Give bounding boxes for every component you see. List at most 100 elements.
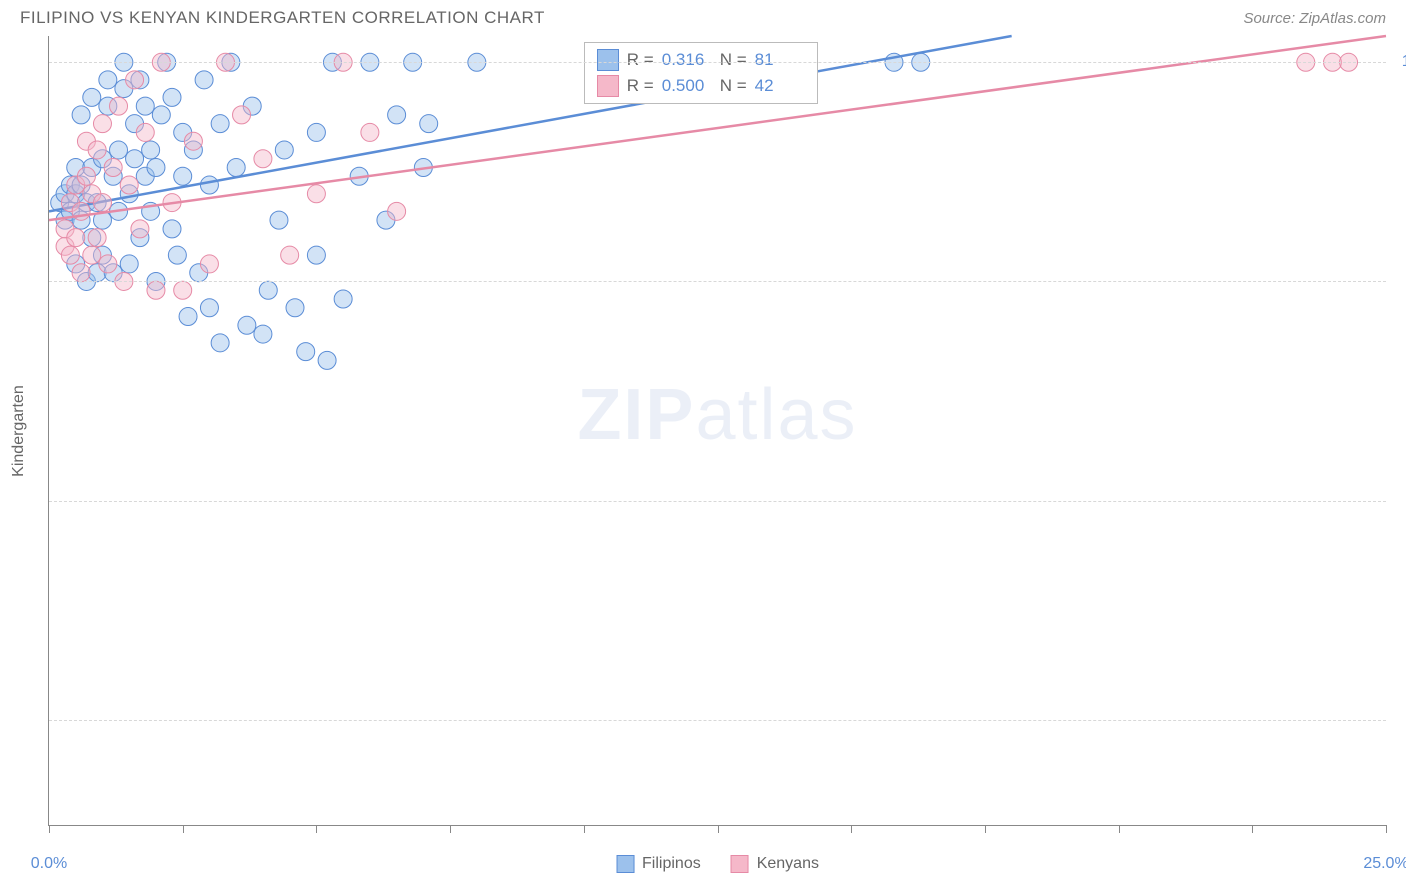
scatter-point [126,71,144,89]
scatter-point [211,115,229,133]
legend-item: Filipinos [616,855,701,873]
x-tick [985,825,986,833]
scatter-point [163,220,181,238]
scatter-point [168,246,186,264]
x-tick-label: 25.0% [1363,855,1406,873]
scatter-point [131,220,149,238]
scatter-point [281,246,299,264]
scatter-point [152,106,170,124]
scatter-point [259,281,277,299]
stats-n-label: N = [720,76,747,96]
scatter-point [77,167,95,185]
scatter-point [83,246,101,264]
x-tick [183,825,184,833]
stats-r-label: R = [627,76,654,96]
scatter-point [334,290,352,308]
scatter-svg [49,36,1386,825]
scatter-point [174,281,192,299]
y-tick-label: 100.0% [1396,53,1406,71]
scatter-point [99,255,117,273]
x-tick [450,825,451,833]
y-tick-label: 92.5% [1396,711,1406,729]
stats-r-label: R = [627,50,654,70]
scatter-point [307,246,325,264]
scatter-point [142,141,160,159]
scatter-point [83,88,101,106]
scatter-point [361,123,379,141]
chart-title: FILIPINO VS KENYAN KINDERGARTEN CORRELAT… [20,8,545,28]
grid-line [49,62,1386,63]
x-tick [49,825,50,833]
grid-line [49,501,1386,502]
scatter-point [297,343,315,361]
scatter-point [72,264,90,282]
stats-n-value: 42 [755,76,805,96]
stats-swatch [597,49,619,71]
scatter-point [254,150,272,168]
x-tick [1386,825,1387,833]
scatter-point [163,88,181,106]
scatter-point [195,71,213,89]
scatter-point [388,202,406,220]
chart-header: FILIPINO VS KENYAN KINDERGARTEN CORRELAT… [0,0,1406,32]
x-tick [584,825,585,833]
x-tick [851,825,852,833]
scatter-point [238,316,256,334]
scatter-point [147,281,165,299]
scatter-point [120,176,138,194]
scatter-point [286,299,304,317]
x-tick [1252,825,1253,833]
legend-label: Filipinos [642,855,701,873]
scatter-point [388,106,406,124]
scatter-point [88,141,106,159]
legend-swatch [731,855,749,873]
scatter-point [233,106,251,124]
stats-swatch [597,75,619,97]
scatter-point [174,167,192,185]
stats-n-label: N = [720,50,747,70]
x-tick [1119,825,1120,833]
scatter-point [99,71,117,89]
chart-plot-area: Kindergarten ZIPatlas R =0.316N =81R =0.… [48,36,1386,826]
scatter-point [93,115,111,133]
scatter-point [318,351,336,369]
grid-line [49,720,1386,721]
grid-line [49,281,1386,282]
scatter-point [200,255,218,273]
legend-bottom: Filipinos Kenyans [616,855,819,873]
scatter-point [307,185,325,203]
scatter-point [307,123,325,141]
scatter-point [67,229,85,247]
scatter-point [200,176,218,194]
scatter-point [126,150,144,168]
scatter-point [61,246,79,264]
scatter-point [184,132,202,150]
scatter-point [147,159,165,177]
stats-r-value: 0.500 [662,76,712,96]
scatter-point [200,299,218,317]
stats-n-value: 81 [755,50,805,70]
correlation-stats-box: R = 0.316 N = 81 R = 0.500 N = 42 [584,42,818,104]
y-axis-label: Kindergarten [10,385,28,477]
scatter-point [110,141,128,159]
x-tick [718,825,719,833]
scatter-point [275,141,293,159]
stats-row: R = 0.316 N = 81 [597,47,805,73]
stats-row: R = 0.500 N = 42 [597,73,805,99]
scatter-point [420,115,438,133]
legend-item: Kenyans [731,855,819,873]
scatter-point [211,334,229,352]
scatter-point [72,106,90,124]
scatter-point [227,159,245,177]
scatter-point [270,211,288,229]
scatter-point [254,325,272,343]
stats-r-value: 0.316 [662,50,712,70]
scatter-point [120,255,138,273]
scatter-point [88,229,106,247]
source-label: Source: ZipAtlas.com [1243,10,1386,27]
scatter-point [104,159,122,177]
scatter-point [110,97,128,115]
scatter-point [136,97,154,115]
legend-swatch [616,855,634,873]
scatter-point [179,308,197,326]
